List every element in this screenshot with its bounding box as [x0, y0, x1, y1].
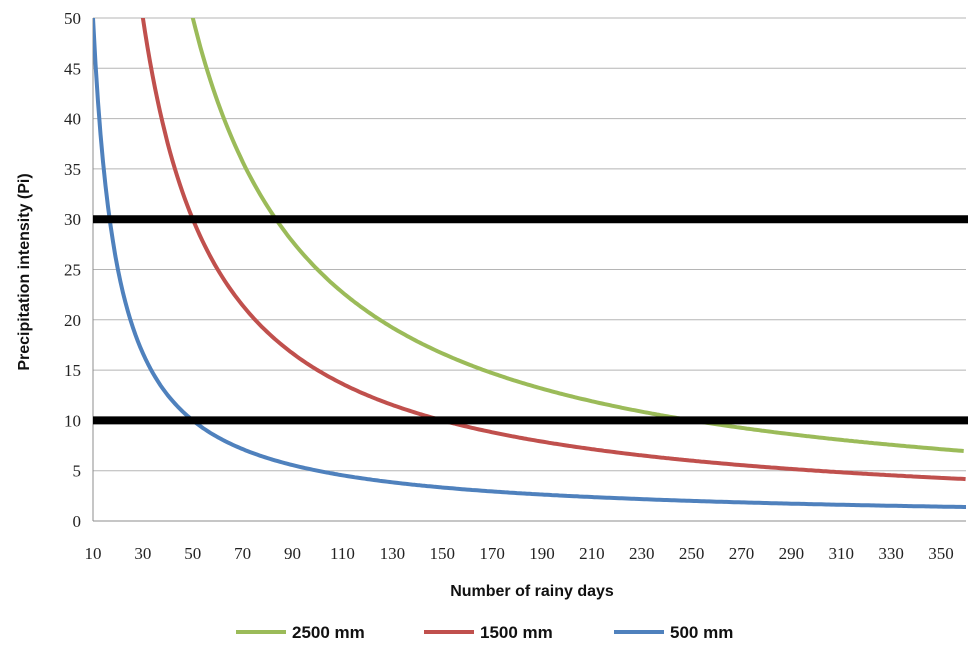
series-lines	[93, 18, 966, 509]
x-tick-label: 250	[679, 544, 705, 563]
y-axis-label: Precipitation intensity (Pi)	[16, 173, 33, 370]
x-tick-label: 170	[479, 544, 505, 563]
x-tick-label: 150	[429, 544, 455, 563]
x-axis-label: Number of rainy days	[450, 583, 614, 600]
x-tick-label: 190	[529, 544, 555, 563]
y-tick-label: 5	[73, 462, 82, 481]
x-tick-label: 30	[134, 544, 151, 563]
legend-label: 2500 mm	[292, 623, 365, 642]
y-tick-label: 0	[73, 512, 82, 531]
legend-label: 500 mm	[670, 623, 733, 642]
x-tick-label: 310	[829, 544, 855, 563]
x-axis-ticks: 10 30 50 70 90 110 130 150 170 190 210 230 250 270 290…	[85, 544, 954, 563]
threshold-lines	[93, 215, 968, 425]
y-tick-label: 40	[64, 110, 81, 129]
y-tick-label: 15	[64, 361, 81, 380]
series-line-500mm	[93, 18, 966, 509]
gridlines	[92, 17, 966, 522]
x-tick-label: 210	[579, 544, 605, 563]
series-line-2500mm	[190, 18, 964, 453]
x-tick-label: 50	[184, 544, 201, 563]
x-tick-label: 290	[779, 544, 805, 563]
legend: 2500 mm 1500 mm 500 mm	[236, 623, 733, 642]
y-tick-label: 25	[64, 261, 81, 280]
y-tick-label: 20	[64, 311, 81, 330]
y-tick-label: 45	[64, 59, 81, 78]
x-tick-label: 110	[330, 544, 355, 563]
x-tick-label: 270	[729, 544, 755, 563]
y-tick-label: 50	[64, 9, 81, 28]
x-tick-label: 10	[85, 544, 102, 563]
x-tick-label: 70	[234, 544, 251, 563]
series-line-1500mm	[140, 18, 966, 482]
y-tick-label: 35	[64, 160, 81, 179]
y-tick-label: 30	[64, 210, 81, 229]
x-tick-label: 230	[629, 544, 655, 563]
x-tick-label: 90	[284, 544, 301, 563]
x-tick-label: 330	[878, 544, 904, 563]
x-tick-label: 350	[928, 544, 954, 563]
y-tick-label: 10	[64, 411, 81, 430]
x-tick-label: 130	[380, 544, 406, 563]
legend-label: 1500 mm	[480, 623, 553, 642]
y-axis-ticks: 0 5 10 15 20 25 30 35 40 45 50	[64, 9, 81, 531]
